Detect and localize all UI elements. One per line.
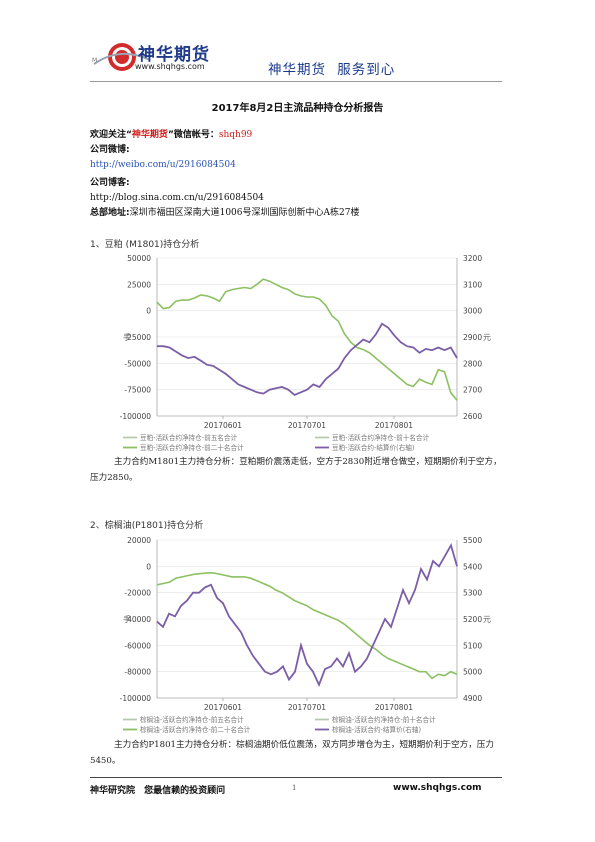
section-1-analysis: 主力合约M1801主力持仓分析：豆粕期价震荡走低，空方于2830附近增仓做空，短… [90, 457, 502, 483]
follow-brand: 神华期货 [131, 130, 168, 140]
blog-label: 公司博客: [90, 178, 130, 188]
page-number: 1 [292, 784, 297, 792]
footer-divider [90, 777, 502, 778]
footer-slogan: 神华研究院 您最信赖的投资顾问 [90, 786, 226, 796]
chart2-price-line [156, 542, 458, 688]
chart2-left-tick: -80000 [124, 668, 151, 677]
chart2-right-tick: 5300 [463, 589, 482, 598]
soymeal-position-chart: 50000 25000 0 -25000 -50000 -75000 -100000 3200… [115, 250, 495, 455]
address-label: 总部地址: [90, 208, 130, 218]
chart1-right-tick: 2800 [463, 359, 482, 368]
chart1-right-tick: 3200 [463, 254, 482, 263]
chart2-net-position-line [156, 572, 458, 680]
chart1-left-tick: -75000 [124, 386, 151, 395]
chart1-left-axis-label: 手 [123, 332, 131, 342]
chart1-left-tick: -100000 [120, 412, 152, 421]
chart2-right-tick: 5500 [463, 536, 482, 545]
follow-prefix: 欢迎关注“ [90, 130, 132, 140]
chart2-left-tick: -100000 [120, 694, 152, 703]
brand-name: 神华期货 [138, 45, 210, 65]
chart1-right-axis-label: 元 [483, 333, 491, 342]
chart1-price-line [157, 322, 458, 396]
header-divider [90, 81, 502, 82]
chart2-right-axis-label: 元 [483, 615, 491, 624]
chart1-right-tick: 2900 [463, 333, 482, 342]
chart1-right-tick: 3000 [463, 307, 482, 316]
chart2-right-tick: 5100 [463, 641, 482, 650]
address-line: 总部地址:深圳市福田区深南大道1006号深圳国际创新中心A栋27楼 [90, 206, 359, 220]
chart2-right-tick: 4900 [463, 694, 482, 703]
chart1-legend-label: 豆粕-活跃合约净持仓-前二十名合计 [140, 443, 244, 452]
chart2-left-tick: -40000 [124, 615, 151, 624]
weibo-label: 公司微博: [90, 145, 130, 155]
company-logo: M [92, 43, 151, 71]
chart1-x-tick: 20170701 [288, 421, 326, 430]
footer-url[interactable]: www.shqhgs.com [393, 783, 482, 793]
section-2-analysis: 主力合约P1801主力持仓分析：棕榈油期价低位震荡，双方同步增仓为主，短期期价利… [90, 740, 494, 766]
chart2-right-tick: 5400 [463, 562, 482, 571]
chart1-legend-label: 豆粕-活跃合约净持仓-前十名合计 [332, 433, 429, 442]
blog-link[interactable]: http://blog.sina.com.cn/u/2916084504 [90, 193, 264, 203]
chart2-legend-label: 棕榈油-活跃合约-结算价(右轴) [332, 725, 421, 734]
chart1-legend-label: 豆粕-活跃合约净持仓-前五名合计 [140, 433, 237, 442]
chart1-x-tick: 20170601 [204, 421, 242, 430]
chart1-legend-label: 豆粕-活跃合约-结算价(右轴) [332, 443, 414, 452]
chart1-left-tick: 25000 [127, 280, 151, 289]
brand-url: www.shqhgs.com [135, 62, 205, 71]
chart1-x-tick: 20170801 [375, 421, 413, 430]
chart2-x-tick: 20170701 [288, 703, 326, 712]
chart2-left-tick: -20000 [124, 589, 151, 598]
follow-mid: ”微信帐号： [167, 130, 219, 140]
chart1-left-tick: -25000 [124, 333, 151, 342]
section-1-heading: 1、豆粕 (M1801)持仓分析 [90, 240, 200, 250]
chart2-left-axis-label: 手 [123, 614, 131, 624]
weibo-link[interactable]: http://weibo.com/u/2916084504 [90, 160, 236, 170]
chart1-left-tick: 0 [146, 307, 151, 316]
chart2-right-tick: 5000 [463, 668, 482, 677]
chart1-right-tick: 3100 [463, 280, 482, 289]
chart2-x-tick: 20170601 [204, 703, 242, 712]
chart1-right-tick: 2600 [463, 412, 482, 421]
chart2-x-tick: 20170801 [375, 703, 413, 712]
chart2-left-tick: -60000 [124, 641, 151, 650]
chart2-legend-label: 棕榈油-活跃合约净持仓-前十名合计 [332, 715, 436, 724]
section-2-heading: 2、棕榈油(P1801)持仓分析 [90, 521, 204, 531]
palm-oil-position-chart: 20000 0 -20000 -40000 -60000 -80000 -100000 550… [115, 532, 495, 738]
address-text: 深圳市福田区深南大道1006号深圳国际创新中心A栋27楼 [129, 208, 360, 218]
follow-line: 欢迎关注“神华期货”微信帐号：shqh99 [90, 128, 252, 142]
report-title: 2017年8月2日主流品种持仓分析报告 [211, 103, 384, 114]
chart1-left-tick: -50000 [124, 359, 151, 368]
chart2-left-tick: 20000 [127, 536, 151, 545]
chart2-legend-label: 棕榈油-活跃合约净持仓-前二十名合计 [140, 725, 251, 734]
svg-text:M: M [92, 57, 97, 64]
chart2-legend-label: 棕榈油-活跃合约净持仓-前五名合计 [140, 715, 244, 724]
chart1-right-tick: 2700 [463, 386, 482, 395]
chart1-net-position-line [156, 278, 458, 401]
chart2-left-tick: 0 [146, 562, 151, 571]
header-slogan: 神华期货 服务到心 [268, 62, 396, 78]
wechat-id: shqh99 [218, 130, 253, 140]
chart1-left-tick: 50000 [127, 254, 151, 263]
chart2-right-tick: 5200 [463, 615, 482, 624]
